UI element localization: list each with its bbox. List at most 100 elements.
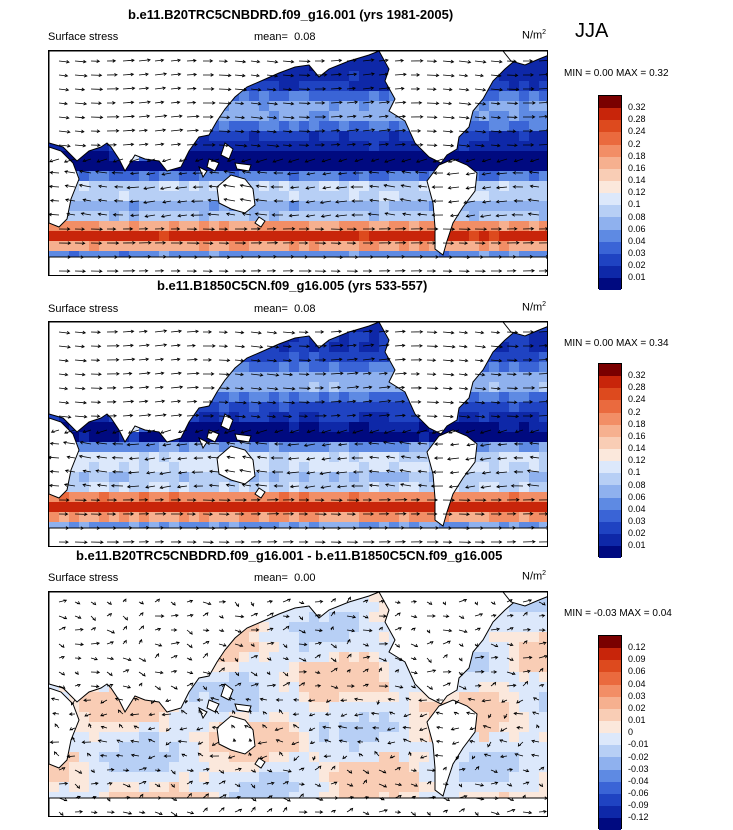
- colorbar-swatch: [599, 818, 621, 830]
- panel-1-mean: mean= 0.08: [254, 31, 316, 43]
- colorbar-label: 0.01: [628, 540, 646, 551]
- colorbar-swatch: [599, 132, 621, 145]
- colorbar-label: 0.1: [628, 199, 641, 210]
- colorbar-swatch: [599, 205, 621, 218]
- panel-3-variable: Surface stress: [48, 572, 119, 584]
- panel-1-mean-label: mean=: [254, 31, 288, 43]
- colorbar-swatch: [599, 497, 621, 510]
- colorbar-label: -0.01: [628, 739, 649, 750]
- colorbar-label: -0.12: [628, 812, 649, 823]
- colorbar-label: 0.02: [628, 528, 646, 539]
- colorbar-label: 0.02: [628, 702, 646, 713]
- colorbar-swatch: [599, 144, 621, 157]
- colorbar-label: 0.12: [628, 187, 646, 198]
- colorbar-swatch: [599, 278, 621, 291]
- colorbar-label: 0.18: [628, 150, 646, 161]
- season-label: JJA: [575, 20, 609, 42]
- colorbar-swatch: [599, 720, 621, 734]
- colorbar-label: 0.24: [628, 126, 646, 137]
- colorbar-label: 0.24: [628, 394, 646, 405]
- colorbar-label: 0.08: [628, 479, 646, 490]
- map-canvas: [49, 592, 547, 816]
- panel-1-minmax: MIN = 0.00 MAX = 0.32: [564, 68, 669, 79]
- colorbar-swatch: [599, 229, 621, 242]
- colorbar-swatch: [599, 485, 621, 498]
- colorbar-swatch: [599, 769, 621, 782]
- colorbar-swatch: [599, 156, 621, 169]
- colorbar-label: 0.02: [628, 260, 646, 271]
- stress-vectors: [49, 329, 547, 545]
- colorbar-label: 0.08: [628, 211, 646, 222]
- continents: [49, 592, 547, 816]
- colorbar-label: 0.32: [628, 102, 646, 113]
- colorbar-label: 0.1: [628, 467, 641, 478]
- colorbar-swatch: [599, 120, 621, 133]
- colorbar-label: 0.2: [628, 406, 641, 417]
- colorbar-label: 0.16: [628, 430, 646, 441]
- colorbar-label: -0.03: [628, 763, 649, 774]
- continents: [49, 51, 547, 275]
- panel-3-colorbar: [598, 635, 622, 830]
- colorbar-swatch: [599, 412, 621, 425]
- colorbar-label: 0.09: [628, 654, 646, 665]
- colorbar-label: 0.01: [628, 272, 646, 283]
- colorbar-label: 0.2: [628, 138, 641, 149]
- panel-1-title: b.e11.B20TRC5CNBDRD.f09_g16.001 (yrs 198…: [128, 7, 454, 22]
- colorbar-swatch: [599, 672, 621, 685]
- colorbar-label: 0.12: [628, 642, 646, 653]
- colorbar-swatch: [599, 193, 621, 206]
- panel-3-mean: mean= 0.00: [254, 572, 316, 584]
- colorbar-label: 0.18: [628, 418, 646, 429]
- colorbar-label: 0.04: [628, 235, 646, 246]
- colorbar-label: 0.06: [628, 666, 646, 677]
- panel-2-map: [48, 321, 548, 547]
- colorbar-swatch: [599, 757, 621, 770]
- colorbar-swatch: [599, 448, 621, 462]
- colorbar-label: 0.01: [628, 715, 646, 726]
- map-canvas: [49, 51, 547, 275]
- colorbar-swatch: [599, 376, 621, 389]
- stress-vectors: [49, 596, 547, 816]
- colorbar-swatch: [599, 217, 621, 230]
- colorbar-swatch: [599, 509, 621, 522]
- colorbar-swatch: [599, 793, 621, 806]
- colorbar-label: -0.06: [628, 787, 649, 798]
- colorbar-label: 0.06: [628, 223, 646, 234]
- colorbar-swatch: [599, 473, 621, 486]
- colorbar-label: 0.03: [628, 515, 646, 526]
- colorbar-label: 0.03: [628, 247, 646, 258]
- colorbar-swatch: [599, 400, 621, 413]
- colorbar-swatch: [599, 745, 621, 758]
- panel-1-units: N/m2: [522, 29, 547, 42]
- panel-3-units: N/m2: [522, 570, 547, 583]
- colorbar-swatch: [599, 461, 621, 474]
- colorbar-swatch: [599, 436, 621, 449]
- colorbar-swatch: [599, 660, 621, 673]
- colorbar-swatch: [599, 733, 621, 746]
- colorbar-swatch: [599, 168, 621, 181]
- panel-1-mean-value: 0.08: [294, 31, 316, 43]
- colorbar-label: -0.04: [628, 775, 649, 786]
- panel-2-variable: Surface stress: [48, 303, 119, 315]
- colorbar-swatch: [599, 180, 621, 194]
- panel-2-colorbar: [598, 363, 622, 559]
- colorbar-label: 0.06: [628, 491, 646, 502]
- colorbar-label: 0.04: [628, 678, 646, 689]
- colorbar-label: -0.09: [628, 800, 649, 811]
- colorbar-swatch: [599, 108, 621, 121]
- panel-3-map: [48, 591, 548, 817]
- colorbar-swatch: [599, 388, 621, 401]
- colorbar-label: 0.03: [628, 690, 646, 701]
- colorbar-label: 0.14: [628, 175, 646, 186]
- colorbar-swatch: [599, 533, 621, 547]
- map-canvas: [49, 322, 547, 546]
- colorbar-label: 0.12: [628, 455, 646, 466]
- colorbar-swatch: [599, 636, 621, 649]
- colorbar-label: 0.32: [628, 370, 646, 381]
- panel-2-minmax: MIN = 0.00 MAX = 0.34: [564, 338, 669, 349]
- colorbar-swatch: [599, 805, 621, 819]
- panel-2-title: b.e11.B1850C5CN.f09_g16.005 (yrs 533-557…: [157, 278, 428, 293]
- colorbar-label: 0.16: [628, 162, 646, 173]
- panel-3-mean-label: mean=: [254, 572, 288, 584]
- colorbar-swatch: [599, 424, 621, 437]
